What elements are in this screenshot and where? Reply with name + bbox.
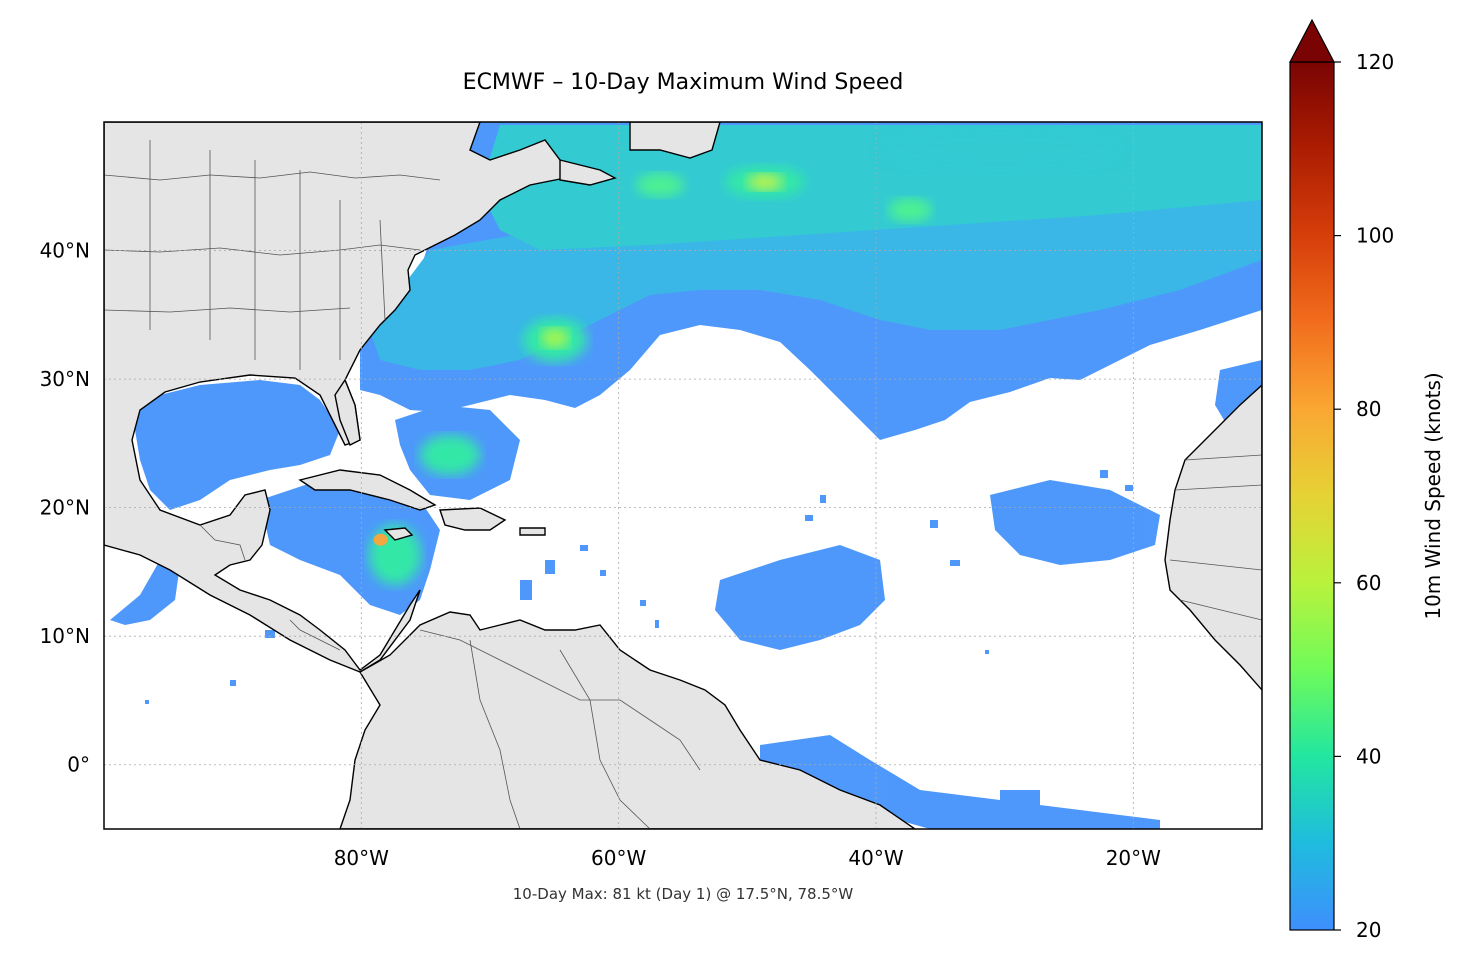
wind-core-bahamas [420, 435, 480, 475]
wind-core-storm-2-center [747, 174, 783, 190]
lon-tick-label: 80°W [334, 846, 389, 870]
colorbar-frame [1289, 61, 1335, 931]
wind-core-north [880, 130, 1120, 170]
colorbar-tick-label: 60 [1356, 571, 1381, 595]
wind-core-storm-3 [636, 173, 684, 197]
colorbar-tick-label: 120 [1356, 50, 1394, 74]
land-puerto-rico [519, 527, 546, 536]
land-cuba [298, 469, 437, 511]
land-jamaica [383, 527, 414, 541]
colorbar-tick-label: 40 [1356, 744, 1381, 768]
colorbar-tick-label: 20 [1356, 918, 1381, 942]
colorbar-ticks: 20 40 60 80 100 120 [1334, 50, 1394, 942]
wind-core-storm-1-center [541, 328, 569, 348]
lat-tick-label: 20°N [40, 496, 90, 520]
colorbar-label: 10m Wind Speed (knots) [1421, 372, 1445, 619]
max-wind-marker [373, 533, 388, 546]
longitude-labels: 80°W 60°W 40°W 20°W [334, 846, 1161, 870]
lat-tick-label: 10°N [40, 624, 90, 648]
latitude-labels: 40°N 30°N 20°N 10°N 0° [40, 239, 90, 777]
lon-tick-label: 40°W [848, 846, 903, 870]
land-greenland-newfoundland [629, 122, 721, 159]
colorbar: 20 40 60 80 100 120 10m Wind Speed (knots) [1289, 18, 1445, 942]
lon-tick-label: 20°W [1106, 846, 1161, 870]
colorbar-tick-label: 100 [1356, 224, 1394, 248]
lon-tick-label: 60°W [591, 846, 646, 870]
lat-tick-label: 30°N [40, 367, 90, 391]
land-nova-scotia [559, 159, 617, 186]
wind-tropical-central [715, 545, 885, 650]
lat-tick-label: 40°N [40, 239, 90, 263]
graticule-lines [104, 122, 1262, 829]
land-florida [334, 378, 361, 446]
colorbar-extend-arrow [1289, 18, 1335, 63]
colorbar-gradient [1290, 62, 1334, 930]
wind-gulf [135, 380, 340, 510]
lat-tick-label: 0° [67, 753, 90, 777]
map-frame [103, 121, 1263, 830]
wind-eastern-tropics [990, 480, 1160, 565]
wind-pacific-patch [110, 560, 180, 625]
land-south-america [339, 611, 917, 829]
colorbar-tick-label: 80 [1356, 397, 1381, 421]
wind-core-storm-4 [888, 198, 932, 222]
map-title: ECMWF – 10-Day Maximum Wind Speed [462, 70, 904, 95]
admin-borders [104, 140, 1262, 829]
max-wind-footnote: 10-Day Max: 81 kt (Day 1) @ 17.5°N, 78.5… [512, 885, 854, 903]
map-layers [104, 122, 1262, 829]
